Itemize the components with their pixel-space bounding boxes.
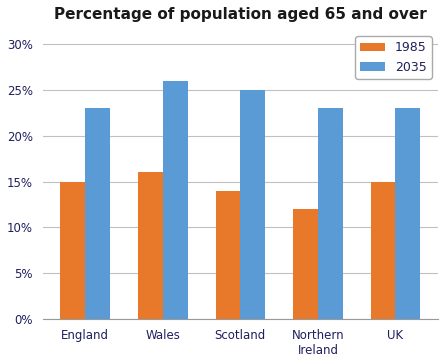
Bar [163,80,188,319]
Bar [138,173,163,319]
Bar [318,108,343,319]
Bar [61,182,85,319]
Title: Percentage of population aged 65 and over: Percentage of population aged 65 and ove… [54,7,427,22]
Legend: 1985, 2035: 1985, 2035 [355,36,432,79]
Bar [371,182,396,319]
Bar [215,191,240,319]
Bar [396,108,420,319]
Bar [85,108,110,319]
Bar [293,209,318,319]
Bar [240,90,265,319]
